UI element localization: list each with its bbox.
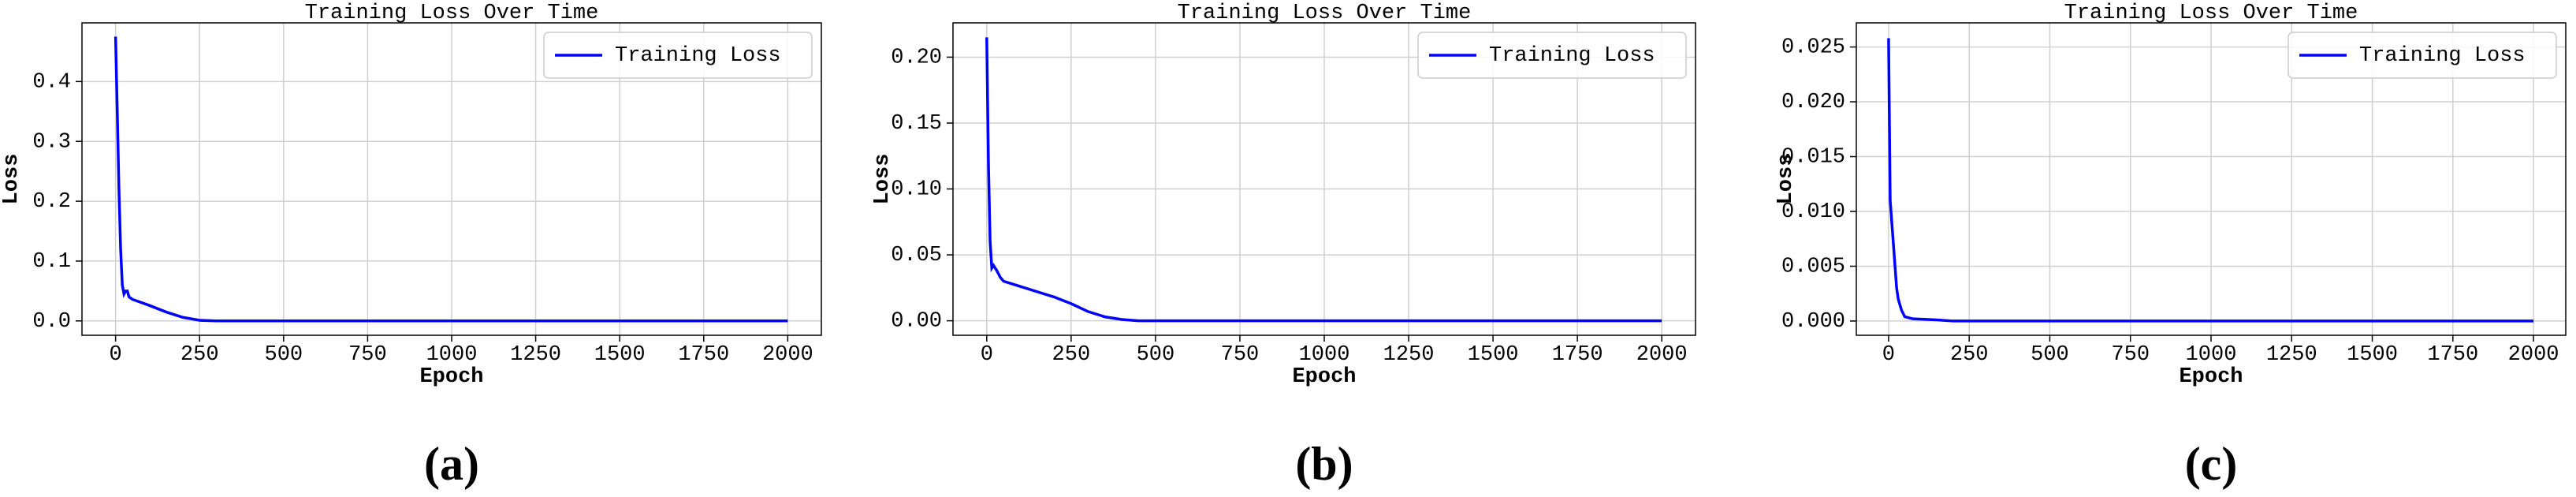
x-tick-label: 750 xyxy=(2111,343,2150,367)
x-tick-label: 1750 xyxy=(2427,343,2478,367)
x-tick-label: 1250 xyxy=(1383,343,1435,367)
plot-frame xyxy=(1856,22,2567,336)
x-tick-label: 500 xyxy=(2031,343,2069,367)
loss-line xyxy=(114,36,788,323)
y-tick-label: 0.020 xyxy=(1781,91,1845,114)
caption: (a) xyxy=(424,438,479,490)
x-tick-label: 1500 xyxy=(1468,343,1519,367)
y-tick-label: 0.1 xyxy=(32,250,71,274)
x-tick-label: 500 xyxy=(265,343,303,367)
loss-line xyxy=(1887,38,2534,323)
x-tick-label: 0 xyxy=(110,343,122,367)
x-tick-label: 1750 xyxy=(1552,343,1603,367)
x-tick-label: 500 xyxy=(1137,343,1175,367)
plot-frame xyxy=(81,22,822,336)
y-tick-label: 0.20 xyxy=(891,47,942,70)
y-tick-label: 0.2 xyxy=(32,190,71,214)
x-tick-label: 250 xyxy=(1950,343,1989,367)
y-tick-label: 0.15 xyxy=(891,112,942,136)
x-tick-label: 1000 xyxy=(1299,343,1350,367)
x-tick-label: 1750 xyxy=(678,343,729,367)
x-tick-label: 0 xyxy=(981,343,993,367)
x-tick-label: 2000 xyxy=(1636,343,1688,367)
x-tick-label: 1500 xyxy=(594,343,646,367)
chart-title: Training Loss Over Time xyxy=(1178,2,1472,25)
y-tick-label: 0.3 xyxy=(32,130,71,154)
legend-box xyxy=(1417,32,1687,79)
y-axis-label: Loss xyxy=(1774,154,1798,205)
loss-line xyxy=(985,37,1662,323)
legend-label: Training Loss xyxy=(1489,44,1655,68)
y-axis-label: Loss xyxy=(0,154,24,205)
x-tick-label: 1250 xyxy=(2266,343,2317,367)
x-tick-label: 0 xyxy=(1882,343,1895,367)
legend-label: Training Loss xyxy=(2359,44,2526,68)
y-axis-label: Loss xyxy=(871,154,895,205)
x-tick-label: 750 xyxy=(1221,343,1260,367)
legend-label: Training Loss xyxy=(615,44,781,68)
x-tick-label: 1500 xyxy=(2347,343,2398,367)
x-tick-label: 1000 xyxy=(2186,343,2237,367)
y-tick-label: 0.000 xyxy=(1781,310,1845,334)
y-tick-label: 0.0 xyxy=(32,310,71,334)
plot-frame xyxy=(952,22,1696,336)
y-tick-label: 0.015 xyxy=(1781,146,1845,170)
x-tick-label: 250 xyxy=(1052,343,1091,367)
x-tick-label: 1250 xyxy=(510,343,561,367)
y-tick-label: 0.05 xyxy=(891,244,942,267)
chart-title: Training Loss Over Time xyxy=(305,2,599,25)
x-axis-label: Epoch xyxy=(2179,365,2243,389)
y-tick-label: 0.005 xyxy=(1781,256,1845,279)
x-axis-label: Epoch xyxy=(419,365,483,389)
chart-title: Training Loss Over Time xyxy=(2064,2,2358,25)
x-tick-label: 750 xyxy=(348,343,387,367)
x-tick-label: 2000 xyxy=(762,343,813,367)
legend-box xyxy=(543,32,813,79)
x-tick-label: 1000 xyxy=(426,343,478,367)
x-axis-label: Epoch xyxy=(1292,365,1356,389)
y-tick-label: 0.00 xyxy=(891,310,942,334)
legend-box xyxy=(2288,32,2557,79)
caption: (c) xyxy=(2185,438,2238,490)
x-tick-label: 250 xyxy=(181,343,219,367)
caption: (b) xyxy=(1295,438,1353,490)
y-tick-label: 0.10 xyxy=(891,178,942,202)
y-tick-label: 0.025 xyxy=(1781,36,1845,60)
y-tick-label: 0.4 xyxy=(32,70,71,94)
y-tick-label: 0.010 xyxy=(1781,200,1845,224)
x-tick-label: 2000 xyxy=(2508,343,2559,367)
